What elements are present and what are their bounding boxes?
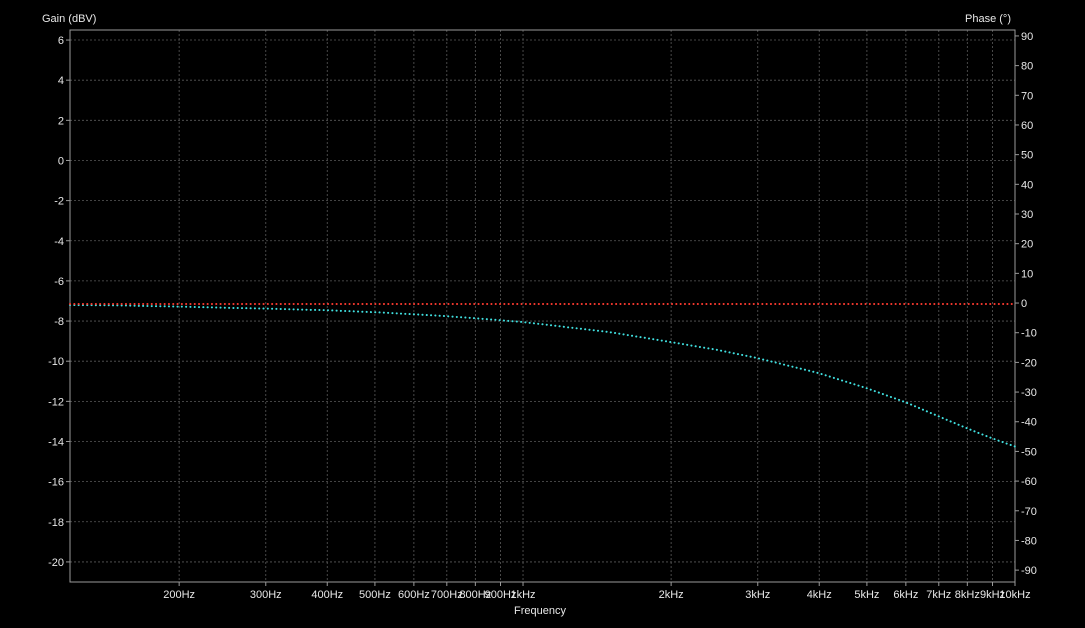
tick-label-phase: 60 — [1021, 120, 1033, 132]
tick-label-phase: 50 — [1021, 150, 1033, 162]
tick-label-frequency: 5kHz — [854, 589, 879, 601]
plot-frame — [69, 29, 1016, 583]
tick-label-phase: 20 — [1021, 239, 1033, 251]
tick-label-frequency: 800Hz — [459, 589, 491, 601]
right-axis-title: Phase (°) — [965, 13, 1011, 25]
tick-label-frequency: 8kHz — [955, 589, 980, 601]
tick-label-phase: 90 — [1021, 31, 1033, 43]
grid-lines — [70, 30, 1016, 582]
tick-label-frequency: 700Hz — [431, 589, 463, 601]
tick-label-gain: 2 — [58, 115, 64, 127]
tick-label-frequency: 600Hz — [398, 589, 430, 601]
tick-label-phase: -50 — [1021, 446, 1037, 458]
tick-label-frequency: 3kHz — [745, 589, 770, 601]
tick-label-phase: 10 — [1021, 268, 1033, 280]
tick-label-frequency: 2kHz — [659, 589, 684, 601]
tick-label-phase: 70 — [1021, 90, 1033, 102]
tick-label-frequency: 200Hz — [163, 589, 195, 601]
tick-label-phase: 0 — [1021, 298, 1027, 310]
tick-label-gain: -10 — [48, 356, 64, 368]
tick-label-gain: 0 — [58, 155, 64, 167]
tick-label-gain: -16 — [48, 477, 64, 489]
tick-label-phase: 40 — [1021, 179, 1033, 191]
tick-label-frequency: 4kHz — [807, 589, 832, 601]
tick-label-phase: -30 — [1021, 387, 1037, 399]
tick-label-frequency: 900Hz — [485, 589, 517, 601]
tick-label-phase: -40 — [1021, 417, 1037, 429]
tick-label-phase: -60 — [1021, 476, 1037, 488]
tick-label-phase: -80 — [1021, 535, 1037, 547]
x-axis-title: Frequency — [514, 605, 566, 617]
tick-label-frequency: 10kHz — [999, 589, 1030, 601]
tick-label-gain: 6 — [58, 35, 64, 47]
left-axis-title: Gain (dBV) — [42, 13, 97, 25]
tick-label-frequency: 1kHz — [510, 589, 535, 601]
tick-label-frequency: 500Hz — [359, 589, 391, 601]
tick-label-phase: -20 — [1021, 357, 1037, 369]
tick-label-gain: -14 — [48, 436, 64, 448]
tick-label-phase: -10 — [1021, 328, 1037, 340]
tick-label-gain: -8 — [54, 316, 64, 328]
tick-label-gain: 4 — [58, 75, 64, 87]
tick-label-frequency: 300Hz — [250, 589, 282, 601]
right-axis-ticks: 90 80 70 60 50 40 30 20 10 0 -10 -20 -30 -40 -50 -60 -70… — [1015, 31, 1037, 577]
tick-label-gain: -18 — [48, 517, 64, 529]
series-line-0 — [69, 304, 1016, 448]
tick-label-frequency: 400Hz — [311, 589, 343, 601]
tick-label-gain: -4 — [54, 236, 64, 248]
tick-label-phase: 80 — [1021, 61, 1033, 73]
tick-label-frequency: 9kHz — [980, 589, 1005, 601]
tick-label-gain: -2 — [54, 196, 64, 208]
tick-label-gain: -20 — [48, 557, 64, 569]
tick-label-phase: -70 — [1021, 506, 1037, 518]
x-axis-ticks: 200Hz 300Hz 400Hz 500Hz 600Hz 700Hz800Hz900Hz… — [163, 582, 1031, 601]
tick-label-gain: -6 — [54, 276, 64, 288]
tick-label-phase: -90 — [1021, 565, 1037, 577]
tick-label-frequency: 7kHz — [926, 589, 951, 601]
tick-label-frequency: 6kHz — [893, 589, 918, 601]
series — [69, 303, 1016, 448]
left-axis-ticks: 6 4 2 0 -2 -4 -6 -8 -10 -12 -14 -16 -18 -20 — [48, 35, 70, 569]
tick-label-gain: -12 — [48, 396, 64, 408]
tick-label-phase: 30 — [1021, 209, 1033, 221]
